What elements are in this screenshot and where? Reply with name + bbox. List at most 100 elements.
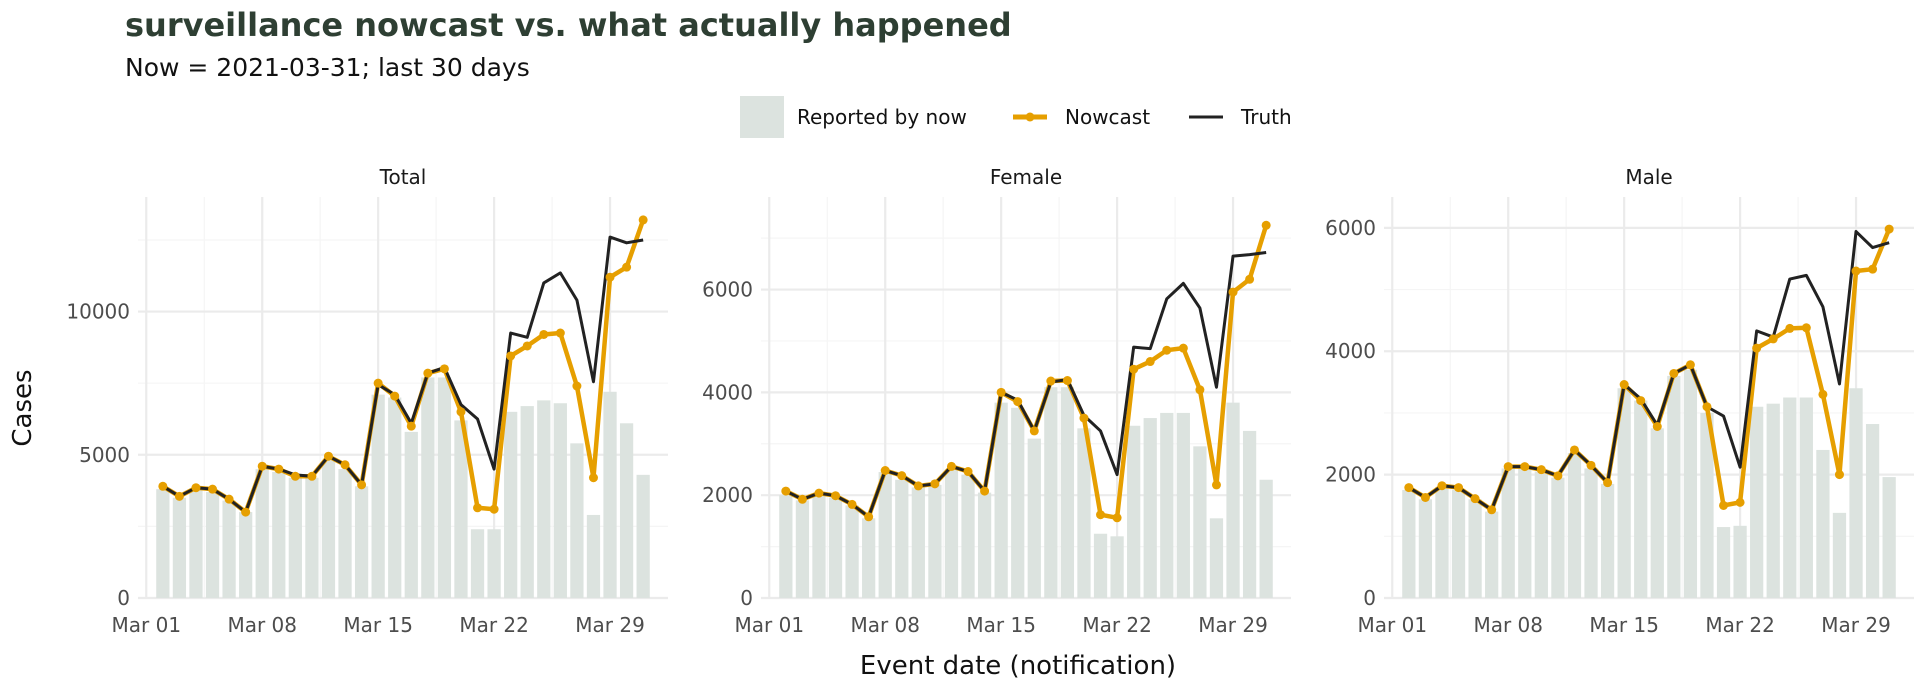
reported-bar xyxy=(1468,499,1482,598)
nowcast-point xyxy=(1868,264,1878,274)
reported-bar xyxy=(812,495,826,598)
nowcast-point xyxy=(473,503,483,513)
nowcast-point xyxy=(158,481,168,491)
nowcast-point xyxy=(1129,364,1139,374)
y-tick-label: 6000 xyxy=(1325,216,1376,240)
reported-bar xyxy=(520,406,534,598)
nowcast-point xyxy=(1586,460,1596,470)
nowcast-points xyxy=(781,220,1271,523)
reported-bar xyxy=(354,486,369,598)
panel-title-male: Male xyxy=(1625,165,1672,189)
nowcast-point xyxy=(913,481,923,491)
reported-bars xyxy=(1402,369,1896,598)
nowcast-point xyxy=(489,504,499,514)
reported-bar xyxy=(1650,428,1664,598)
reported-bar xyxy=(636,474,650,598)
reported-bar xyxy=(1451,490,1466,598)
panel-total: Total 0 5000 10000 Mar 01 Mar 08 Mar 15 Mar 22 M… xyxy=(66,165,668,637)
nowcast-point xyxy=(1162,345,1172,355)
y-tick-label: 2000 xyxy=(1325,463,1376,487)
chart-title: surveillance nowcast vs. what actually h… xyxy=(125,6,1012,44)
reported-bar xyxy=(961,474,975,598)
reported-bar xyxy=(1634,400,1648,598)
nowcast-point xyxy=(1145,357,1155,367)
reported-bar xyxy=(1667,375,1681,598)
legend-reported-swatch xyxy=(740,96,784,138)
nowcast-point xyxy=(1079,413,1089,423)
nowcast-point xyxy=(588,473,598,483)
legend: Reported by now Nowcast Truth xyxy=(740,96,1292,138)
legend-nowcast-label: Nowcast xyxy=(1065,105,1150,129)
reported-bar xyxy=(1501,468,1515,598)
y-tick-label: 10000 xyxy=(66,300,130,324)
reported-bar xyxy=(454,420,468,598)
nowcast-point xyxy=(1685,360,1695,370)
reported-bar xyxy=(1799,397,1813,598)
nowcast-point xyxy=(208,484,218,494)
reported-bar xyxy=(1160,412,1174,598)
reported-bar xyxy=(1209,518,1224,598)
reported-bar xyxy=(437,377,452,598)
x-tick-label: Mar 15 xyxy=(343,613,413,637)
reported-bar xyxy=(928,484,942,598)
reported-bar xyxy=(1733,525,1747,598)
reported-bar xyxy=(779,495,793,598)
reported-bar xyxy=(1551,477,1565,598)
reported-bar xyxy=(862,518,876,598)
nowcast-point xyxy=(1195,385,1205,395)
nowcast-point xyxy=(1702,402,1712,412)
nowcast-point xyxy=(1553,471,1563,481)
panel-title-total: Total xyxy=(379,165,427,189)
nowcast-point xyxy=(638,215,648,225)
nowcast-point xyxy=(1487,505,1497,515)
nowcast-point xyxy=(1013,397,1023,407)
nowcast-point xyxy=(1261,220,1271,230)
chart-subtitle: Now = 2021-03-31; last 30 days xyxy=(125,53,530,82)
reported-bar xyxy=(1226,402,1240,598)
nowcast-point xyxy=(373,378,383,388)
nowcast-point xyxy=(1752,343,1762,353)
nowcast-point xyxy=(439,364,449,374)
reported-bar xyxy=(305,477,319,598)
x-tick-label: Mar 15 xyxy=(966,613,1036,637)
nowcast-point xyxy=(1619,380,1629,390)
reported-bar xyxy=(487,529,501,598)
nowcast-point xyxy=(880,466,890,476)
reported-bar xyxy=(1683,369,1698,598)
nowcast-point xyxy=(307,471,317,481)
nowcast-point xyxy=(1536,465,1546,475)
reported-bar xyxy=(371,394,385,598)
nowcast-point xyxy=(1785,323,1795,333)
reported-bar xyxy=(1518,468,1532,598)
reported-bar xyxy=(1750,406,1764,598)
reported-bar xyxy=(570,443,584,598)
x-tick-label: Mar 29 xyxy=(575,613,645,637)
legend-nowcast-point xyxy=(1025,112,1035,122)
reported-bar xyxy=(470,529,485,598)
nowcast-point xyxy=(423,368,433,378)
nowcast-point xyxy=(1735,497,1745,507)
reported-bar xyxy=(421,377,435,598)
panel-male: Male 0 2000 4000 6000 Mar 01 Mar 08 Mar 15 Mar 2… xyxy=(1325,165,1914,637)
nowcast-point xyxy=(864,512,874,522)
nowcast-point xyxy=(572,381,582,391)
reported-bars xyxy=(779,387,1273,598)
x-tick-label: Mar 01 xyxy=(735,613,805,637)
reported-bar xyxy=(239,512,253,598)
reported-bar xyxy=(1193,446,1207,598)
nowcast-point xyxy=(456,407,466,417)
nowcast-point xyxy=(605,272,615,282)
reported-bar xyxy=(1402,490,1416,598)
nowcast-point xyxy=(1112,513,1122,523)
x-tick-label: Mar 08 xyxy=(850,613,920,637)
reported-bar xyxy=(1617,388,1631,598)
nowcast-point xyxy=(241,507,251,517)
x-tick-label: Mar 01 xyxy=(1358,613,1428,637)
reported-bar xyxy=(1534,471,1548,598)
x-tick-label: Mar 22 xyxy=(1705,613,1775,637)
reported-bar xyxy=(845,505,859,598)
nowcast-point xyxy=(1062,376,1072,386)
reported-bar xyxy=(1242,430,1257,598)
reported-bar xyxy=(288,477,302,598)
